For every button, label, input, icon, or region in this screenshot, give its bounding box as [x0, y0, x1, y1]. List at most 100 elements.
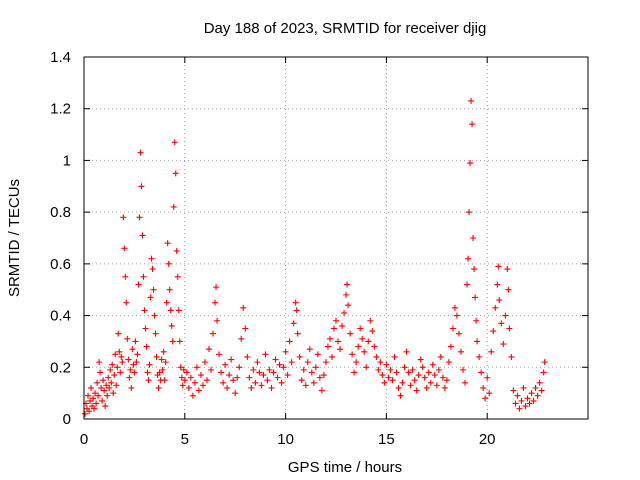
- data-point: [451, 304, 458, 311]
- data-point: [508, 353, 515, 360]
- data-point: [125, 356, 132, 363]
- data-point: [140, 273, 147, 280]
- x-tick-label: 0: [80, 431, 88, 448]
- data-point: [288, 359, 295, 366]
- data-point: [540, 369, 547, 376]
- data-point: [415, 372, 422, 379]
- data-point: [526, 400, 533, 407]
- data-point: [433, 382, 440, 389]
- data-point: [193, 364, 200, 371]
- data-point: [139, 232, 146, 239]
- data-point: [168, 322, 175, 329]
- data-point: [94, 379, 101, 386]
- data-point: [144, 369, 151, 376]
- data-point: [300, 366, 307, 373]
- data-point: [142, 325, 149, 332]
- data-point: [518, 397, 525, 404]
- data-point: [403, 348, 410, 355]
- data-point: [365, 338, 372, 345]
- data-point: [258, 382, 265, 389]
- data-point: [145, 377, 152, 384]
- data-point: [92, 390, 99, 397]
- data-point: [111, 372, 118, 379]
- data-point: [216, 351, 223, 358]
- data-point: [159, 366, 166, 373]
- data-point: [195, 387, 202, 394]
- data-point: [353, 359, 360, 366]
- data-point: [449, 325, 456, 332]
- y-tick-label: 1: [63, 152, 71, 169]
- data-point: [500, 341, 507, 348]
- data-point: [286, 338, 293, 345]
- data-point: [266, 366, 273, 373]
- data-point: [272, 356, 279, 363]
- data-point: [437, 353, 444, 360]
- data-point: [480, 384, 487, 391]
- data-point: [134, 351, 141, 358]
- data-point: [326, 335, 333, 342]
- data-point: [189, 392, 196, 399]
- data-point: [349, 351, 356, 358]
- data-point: [465, 255, 472, 262]
- data-point: [343, 291, 350, 298]
- data-point: [328, 353, 335, 360]
- data-point: [435, 366, 442, 373]
- data-point: [170, 203, 177, 210]
- data-point: [151, 312, 158, 319]
- data-point: [522, 403, 529, 410]
- y-tick-label: 0.8: [50, 204, 71, 221]
- data-point: [399, 379, 406, 386]
- data-point: [498, 320, 505, 327]
- data-point: [363, 364, 370, 371]
- data-point: [238, 335, 245, 342]
- data-point: [530, 397, 537, 404]
- tick-labels: 0 5 10 15 20 0 0.2 0.4 0.6 0.8 1 1.2 1.4: [50, 49, 495, 448]
- data-point: [126, 374, 133, 381]
- data-point: [445, 359, 452, 366]
- data-point: [391, 353, 398, 360]
- data-point: [174, 273, 181, 280]
- data-point: [389, 377, 396, 384]
- data-point: [212, 299, 219, 306]
- data-point: [344, 281, 351, 288]
- data-point: [166, 286, 173, 293]
- data-point: [455, 330, 462, 337]
- data-point: [129, 346, 136, 353]
- data-point: [187, 374, 194, 381]
- data-point: [490, 328, 497, 335]
- data-point: [85, 392, 92, 399]
- data-point: [143, 343, 150, 350]
- data-point: [492, 304, 499, 311]
- data-point: [447, 343, 454, 350]
- y-tick-label: 0: [63, 411, 71, 428]
- data-point: [308, 369, 315, 376]
- data-point: [218, 369, 225, 376]
- data-point: [466, 209, 473, 216]
- data-point: [462, 379, 469, 386]
- data-point: [471, 266, 478, 273]
- data-point: [472, 294, 479, 301]
- data-point: [333, 317, 339, 324]
- data-point: [375, 366, 382, 373]
- data-point: [128, 384, 135, 391]
- data-point: [296, 353, 303, 360]
- data-point: [138, 183, 145, 190]
- data-point: [310, 379, 317, 386]
- data-point: [345, 302, 352, 309]
- data-point: [316, 374, 323, 381]
- data-point: [137, 149, 144, 156]
- data-point: [136, 214, 143, 221]
- data-point: [230, 377, 237, 384]
- data-point: [425, 369, 432, 376]
- data-point: [278, 379, 285, 386]
- data-point: [324, 343, 331, 350]
- data-point: [377, 359, 384, 366]
- data-point: [505, 286, 512, 293]
- data-point: [220, 379, 227, 386]
- x-tick-label: 15: [378, 431, 395, 448]
- data-point: [541, 359, 548, 366]
- data-point: [514, 392, 521, 399]
- chart-title: Day 188 of 2023, SRMTID for receiver dji…: [204, 20, 487, 37]
- plot-frame: [83, 56, 589, 420]
- data-point: [115, 330, 122, 337]
